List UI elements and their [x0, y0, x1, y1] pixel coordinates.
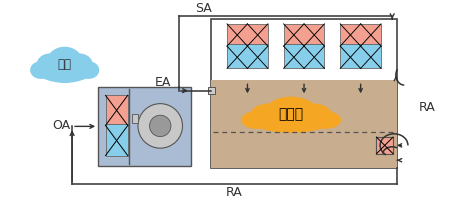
Ellipse shape [30, 61, 51, 79]
Bar [227, 44, 268, 68]
Text: EA: EA [155, 76, 172, 89]
Ellipse shape [46, 47, 83, 79]
Bar [106, 95, 128, 124]
Text: RA: RA [226, 186, 243, 199]
Text: SA: SA [196, 2, 212, 15]
Bar [340, 44, 381, 68]
Ellipse shape [264, 115, 293, 130]
Bar [227, 24, 268, 44]
Bar [211, 19, 397, 168]
Ellipse shape [289, 115, 318, 130]
Ellipse shape [46, 65, 66, 80]
Ellipse shape [273, 117, 309, 133]
Ellipse shape [293, 103, 332, 126]
Circle shape [138, 104, 182, 148]
Bar [283, 24, 324, 44]
Text: RA: RA [419, 101, 436, 114]
Text: 発ガス: 発ガス [278, 108, 303, 122]
Bar [98, 87, 191, 166]
Ellipse shape [78, 61, 99, 79]
Bar [207, 87, 215, 94]
Ellipse shape [66, 53, 93, 76]
Bar [211, 80, 397, 168]
Bar [106, 124, 128, 156]
Ellipse shape [36, 56, 94, 83]
Ellipse shape [36, 53, 63, 76]
Ellipse shape [250, 103, 289, 126]
FancyArrow shape [132, 114, 138, 123]
Ellipse shape [249, 106, 333, 133]
Bar [376, 137, 393, 154]
Ellipse shape [310, 111, 341, 129]
Bar [283, 44, 324, 68]
Ellipse shape [52, 67, 77, 83]
Ellipse shape [264, 97, 318, 129]
Text: OA: OA [52, 119, 70, 132]
Text: 外気: 外気 [58, 58, 72, 71]
Bar [340, 24, 381, 44]
Ellipse shape [241, 111, 272, 129]
Ellipse shape [64, 65, 83, 80]
Circle shape [150, 115, 171, 137]
